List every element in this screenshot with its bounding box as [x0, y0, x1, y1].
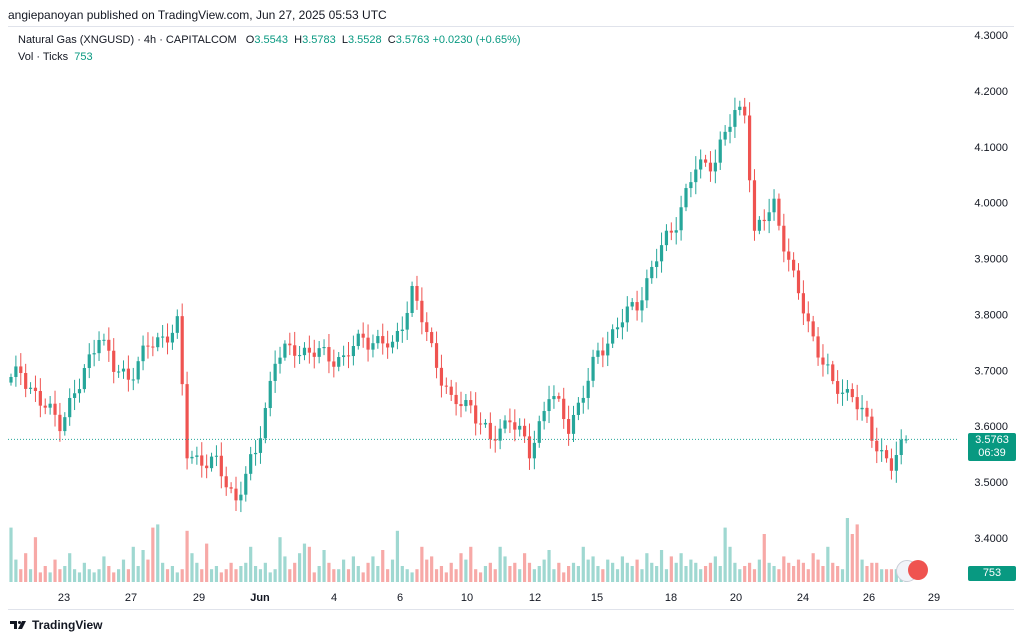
- legend-vol-label[interactable]: Vol · Ticks: [18, 51, 69, 63]
- legend-high: 3.5783: [302, 34, 336, 46]
- legend-open: 3.5543: [254, 34, 289, 46]
- footer-brand-label: TradingView: [32, 618, 103, 632]
- legend-c-label: C: [387, 34, 396, 46]
- legend-volume: Vol · Ticks 753: [18, 51, 93, 63]
- legend-ohlc: Natural Gas (XNGUSD) · 4h · CAPITALCOM O…: [18, 34, 521, 46]
- legend-low: 3.5528: [348, 34, 382, 46]
- publisher-line: angiepanoyan published on TradingView.co…: [8, 8, 387, 22]
- legend-close: 3.5763: [395, 34, 430, 46]
- legend-change: +0.0230 (+0.65%): [432, 34, 521, 46]
- legend-l-label: L: [341, 34, 348, 46]
- bar-countdown: 06:39: [978, 447, 1006, 459]
- legend-o-label: O: [245, 34, 255, 46]
- tradingview-logo-icon: [10, 621, 26, 629]
- footer-brand[interactable]: TradingView: [10, 618, 102, 632]
- us-flag-icon[interactable]: [908, 560, 928, 580]
- legend-symbol[interactable]: Natural Gas (XNGUSD) · 4h · CAPITALCOM: [18, 34, 237, 46]
- last-price-value: 3.5763: [975, 434, 1009, 446]
- legend-h-label: H: [294, 34, 303, 46]
- legend-vol-value: 753: [74, 51, 93, 63]
- volume-tag: 753: [968, 566, 1016, 581]
- last-price-tag: 3.5763 06:39: [968, 433, 1016, 461]
- chart-frame: [8, 26, 1014, 610]
